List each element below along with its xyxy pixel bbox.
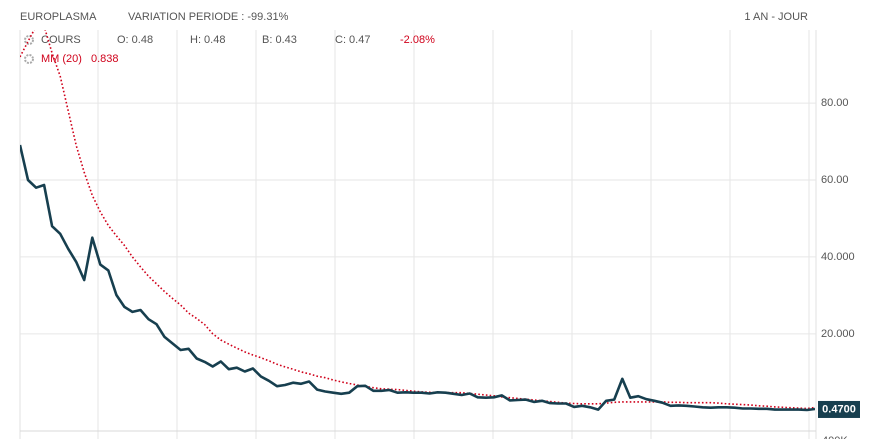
price-line [20,144,815,412]
legend-open: O: 0.48 [117,34,153,46]
price-line [20,30,815,410]
volume-tick-label: 400K [822,435,848,439]
legend-ma-value: 0.838 [91,53,119,65]
last-price-label: 0.4700 [822,403,856,415]
y-tick-label: 20.000 [821,328,855,340]
last-price-box [818,400,860,418]
legend-close: C: 0.47 [335,34,370,46]
y-tick-label: 80.00 [821,97,849,109]
y-tick-label: 40.000 [821,251,855,263]
plot-area [20,30,815,412]
legend-high: H: 0.48 [190,34,225,46]
y-tick-label: 60.00 [821,174,849,186]
period-variation: VARIATION PERIODE : -99.31% [128,11,289,23]
gear-icon[interactable] [24,54,34,64]
legend-change: -2.08% [400,34,435,46]
instrument-name: EUROPLASMA [20,11,97,23]
period-selector[interactable]: 1 AN - JOUR [744,11,808,23]
legend-low: B: 0.43 [262,34,297,46]
time-grid [97,30,810,439]
legend-series: COURS [41,34,81,46]
gear-icon[interactable] [24,35,34,45]
legend-ma: MM (20) [41,53,82,65]
